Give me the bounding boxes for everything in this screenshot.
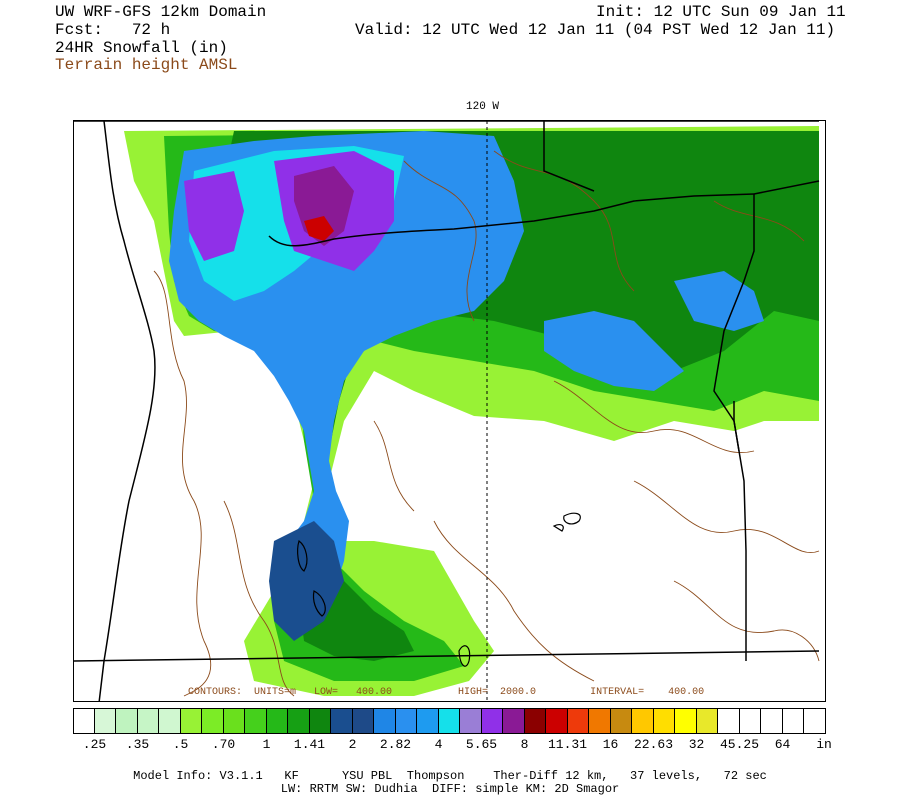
colorbar-tick-label: 8 [520, 737, 529, 752]
colorbar-tick-label: 2 [348, 737, 357, 752]
colorbar-cell [202, 708, 224, 734]
colorbar-cell [739, 708, 761, 734]
id-border [713, 194, 755, 661]
colorbar-tick-label: .25 [82, 737, 107, 752]
colorbar-cell [546, 708, 568, 734]
colorbar-unit: in [816, 737, 832, 752]
init-time: Init: 12 UTC Sun 09 Jan 11 [596, 3, 846, 21]
colorbar-cell [180, 708, 202, 734]
overlay-name: Terrain height AMSL [55, 56, 238, 74]
colorbar-tick-label: 2.82 [379, 737, 412, 752]
variable-name: 24HR Snowfall (in) [55, 39, 228, 57]
valid-time: Valid: 12 UTC Wed 12 Jan 11 (04 PST Wed … [355, 21, 836, 39]
colorbar-tick-label: 32 [688, 737, 705, 752]
colorbar-cell [718, 708, 740, 734]
colorbar-tick-label: 16 [602, 737, 619, 752]
colorbar-cell [374, 708, 396, 734]
or-id-border [733, 401, 740, 452]
colorbar-cell [610, 708, 632, 734]
colorbar-cell [352, 708, 374, 734]
terrain-contours [153, 150, 820, 697]
colorbar-cell [159, 708, 181, 734]
colorbar-cell [696, 708, 718, 734]
lakes [297, 512, 581, 667]
colorbar-cell [395, 708, 417, 734]
colorbar-cell [73, 708, 95, 734]
colorbar-cell [675, 708, 697, 734]
colorbar-tick-label: 1 [262, 737, 271, 752]
colorbar-tick-label: 1.41 [293, 737, 326, 752]
colorbar-cell [653, 708, 675, 734]
colorbar-tick-label: 4 [434, 737, 443, 752]
colorbar-cell [94, 708, 116, 734]
colorbar-cell [438, 708, 460, 734]
colorbar-tick-label: .35 [125, 737, 150, 752]
colorbar-tick-label: .70 [211, 737, 236, 752]
colorbar-cell [309, 708, 331, 734]
colorbar-cell [137, 708, 159, 734]
colorbar-cell [116, 708, 138, 734]
colorbar-cell [460, 708, 482, 734]
colorbar-cell [223, 708, 245, 734]
colorbar-cell [266, 708, 288, 734]
colorbar-cell [761, 708, 783, 734]
snowfall-shading [124, 126, 819, 696]
borders [74, 121, 820, 701]
colorbar-cell [503, 708, 525, 734]
colorbar-tick-label: 64 [774, 737, 791, 752]
contour-info: CONTOURS: UNITS=m LOW= 400.00 HIGH= 2000… [188, 687, 705, 698]
colorbar-cell [632, 708, 654, 734]
colorbar [73, 708, 826, 734]
footer-physics-info: LW: RRTM SW: Dudhia DIFF: simple KM: 2D … [280, 782, 620, 796]
forecast-hour: Fcst: 72 h [55, 21, 171, 39]
footer-model-info: Model Info: V3.1.1 KF YSU PBL Thompson T… [133, 769, 767, 783]
southern-border [74, 650, 820, 662]
snowfall-map [73, 120, 826, 702]
colorbar-cell [331, 708, 353, 734]
colorbar-cell [524, 708, 546, 734]
colorbar-cell [567, 708, 589, 734]
colorbar-tick-label: 45.25 [719, 737, 760, 752]
snow-area-purple-w [184, 171, 244, 261]
colorbar-cell [245, 708, 267, 734]
colorbar-cell [589, 708, 611, 734]
coastline [98, 121, 156, 701]
colorbar-cell [288, 708, 310, 734]
colorbar-cell [481, 708, 503, 734]
wa-or-border [268, 193, 755, 247]
model-title: UW WRF-GFS 12km Domain [55, 3, 267, 21]
colorbar-ticks: .25 .35 .5 .70 1 1.41 2 2.82 4 5.65 8 11.31 16 22.63 3… [73, 737, 833, 753]
snow-area-blue-east [544, 311, 684, 391]
meridian-label: 120 W [466, 101, 500, 113]
colorbar-tick-label: 5.65 [465, 737, 498, 752]
colorbar-cell [782, 708, 804, 734]
colorbar-tick-label: 11.31 [547, 737, 588, 752]
snow-area-red [304, 216, 334, 241]
colorbar-tick-label: .5 [172, 737, 189, 752]
colorbar-cell [804, 708, 826, 734]
colorbar-cell [417, 708, 439, 734]
colorbar-tick-label: 22.63 [633, 737, 674, 752]
